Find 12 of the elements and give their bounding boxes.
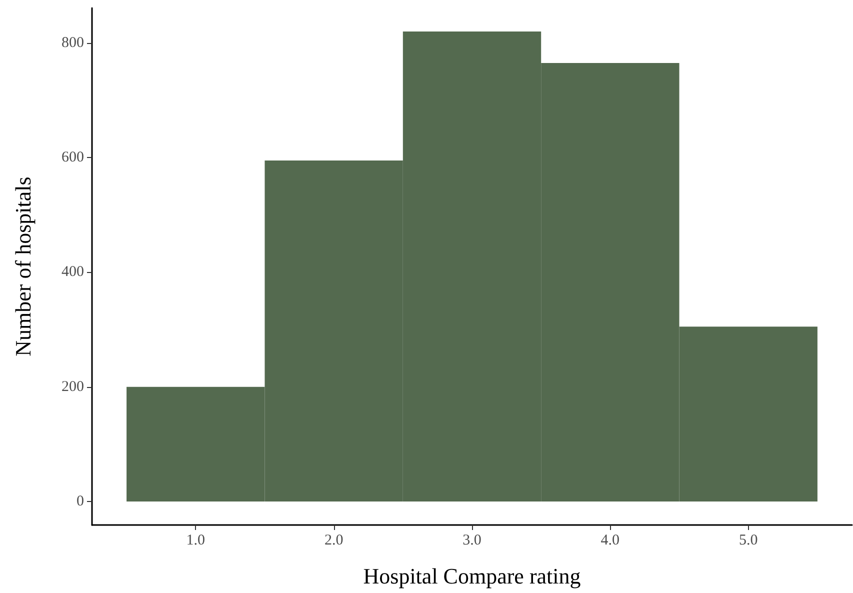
- x-tick-label: 1.0: [186, 532, 206, 548]
- x-tick-label: 2.0: [324, 532, 344, 548]
- y-tick-label: 600: [62, 150, 84, 166]
- y-tick-label: 0: [76, 494, 84, 510]
- y-tick-label: 800: [62, 34, 84, 51]
- y-tick-label: 400: [62, 264, 84, 280]
- x-tick-label: 5.0: [738, 532, 758, 548]
- x-axis-title: Hospital Compare rating: [363, 564, 581, 588]
- y-axis-title: Number of hospitals: [10, 176, 36, 356]
- y-tick-label: 200: [62, 378, 84, 395]
- x-tick-label: 3.0: [462, 532, 482, 548]
- x-tick-label: 4.0: [600, 532, 620, 548]
